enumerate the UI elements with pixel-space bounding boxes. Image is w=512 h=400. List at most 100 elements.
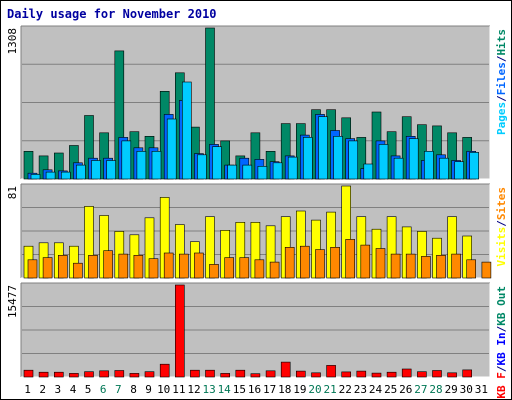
x-tick-label: 13 <box>202 383 215 396</box>
bar-hits-pages-day-15 <box>242 164 253 180</box>
bar-visits-sites-day-2 <box>42 257 53 279</box>
bar-kbytes-kb-f-day-14 <box>220 373 230 378</box>
legend-entry: KB Out <box>495 286 508 326</box>
x-tick-label: 29 <box>445 383 458 396</box>
x-tick-label: 8 <box>130 383 137 396</box>
bar-kbytes-kb-f-day-2 <box>38 371 49 378</box>
bar-kbytes-kb-f-day-17 <box>265 370 276 378</box>
x-tick-label: 6 <box>100 383 107 396</box>
bar-kbytes-kb-f-day-6 <box>99 370 109 378</box>
x-tick-label: 12 <box>187 383 200 396</box>
x-tick-label: 27 <box>414 383 427 396</box>
bar-kbytes-kb-f-day-10 <box>159 363 170 378</box>
legend-hits: Pages/Files/Hits <box>495 29 508 135</box>
bar-visits-sites-day-15 <box>239 257 250 279</box>
bar-kbytes-kb-f-day-5 <box>84 371 94 378</box>
bar-visits-sites-day-8 <box>133 255 144 279</box>
bar-kbytes-kb-f-day-26 <box>401 368 412 378</box>
bar-kbytes-kb-f-day-30 <box>462 369 473 378</box>
bar-visits-sites-day-19 <box>299 245 310 279</box>
legend-entry: / <box>495 325 508 332</box>
bar-hits-pages-day-1 <box>30 174 41 180</box>
bar-visits-sites-day-20 <box>315 249 325 279</box>
x-tick-label: 19 <box>293 383 306 396</box>
x-tick-label: 24 <box>369 383 383 396</box>
bar-hits-pages-day-19 <box>302 137 313 180</box>
bar-hits-pages-day-7 <box>121 140 132 180</box>
x-tick-label: 23 <box>354 383 367 396</box>
legend-entry: Files <box>495 62 508 95</box>
x-tick-label: 5 <box>85 383 92 396</box>
bar-visits-sites-day-12 <box>194 252 204 279</box>
bar-hits-pages-day-13 <box>212 146 222 180</box>
bar-kbytes-kb-f-day-13 <box>205 369 215 378</box>
bar-visits-sites-day-26 <box>405 253 416 279</box>
legend-entry: Hits <box>495 29 508 56</box>
x-tick-label: 7 <box>115 383 122 396</box>
bar-hits-pages-day-4 <box>76 164 86 180</box>
series-sites <box>27 239 492 279</box>
bar-hits-pages-day-17 <box>272 162 283 180</box>
bar-kbytes-kb-f-day-9 <box>144 371 155 378</box>
bar-kbytes-kb-f-day-18 <box>280 361 291 378</box>
x-tick-label: 16 <box>248 383 261 396</box>
bar-visits-sites-day-21 <box>330 247 340 279</box>
bar-hits-pages-day-30 <box>469 152 480 180</box>
bar-visits-sites-day-10 <box>163 252 174 279</box>
chart-panels: 1308Pages/Files/Hits81Visits/Sites15477K… <box>6 25 508 399</box>
legend-kbytes: KB F/KB In/KB Out <box>495 286 508 399</box>
bar-visits-sites-day-3 <box>57 255 68 279</box>
x-tick-label: 17 <box>263 383 276 396</box>
bar-hits-pages-day-6 <box>106 160 116 180</box>
bar-kbytes-kb-f-day-24 <box>371 372 382 378</box>
bar-visits-sites-day-27 <box>421 256 431 279</box>
bar-visits-sites-day-24 <box>375 248 386 279</box>
bar-kbytes-kb-f-day-19 <box>295 370 306 378</box>
bar-kbytes-kb-f-day-23 <box>356 370 367 378</box>
x-tick-label: 26 <box>399 383 412 396</box>
x-tick-label: 20 <box>308 383 321 396</box>
bar-hits-pages-day-8 <box>136 151 147 180</box>
bar-visits-sites-day-13 <box>209 264 219 279</box>
legend-entry: Pages <box>495 102 508 135</box>
bar-visits-sites-day-29 <box>451 253 461 279</box>
x-tick-label: 3 <box>54 383 61 396</box>
bar-visits-sites-day-11 <box>179 253 189 279</box>
bar-visits-sites-day-1 <box>27 259 38 279</box>
x-tick-label: 14 <box>218 383 232 396</box>
bar-visits-sites-day-14 <box>224 257 234 279</box>
legend-entry: / <box>495 95 508 102</box>
bar-visits-sites-day-28 <box>436 255 446 279</box>
x-tick-label: 15 <box>233 383 246 396</box>
series-pages <box>30 81 480 180</box>
bar-hits-pages-day-23 <box>363 163 374 180</box>
bar-hits-pages-day-5 <box>91 160 101 180</box>
series-kb-f <box>23 284 473 378</box>
bar-hits-pages-day-28 <box>439 157 449 180</box>
bar-hits-pages-day-2 <box>45 171 56 180</box>
bar-hits-pages-day-10 <box>166 118 177 180</box>
bar-visits-sites-day-6 <box>103 250 113 279</box>
bar-kbytes-kb-f-day-4 <box>69 373 79 378</box>
legend-entry: Sites <box>495 187 508 220</box>
bar-hits-pages-day-21 <box>333 136 343 180</box>
bar-visits-sites-day-5 <box>88 255 98 279</box>
x-tick-label: 10 <box>157 383 170 396</box>
panel-visits: 81 Visits/Sites <box>6 183 508 279</box>
x-tick-label: 11 <box>172 383 185 396</box>
bar-visits-sites-day-25 <box>390 253 401 279</box>
bar-hits-pages-day-24 <box>378 144 389 180</box>
bar-kbytes-kb-f-day-28 <box>432 370 442 378</box>
bar-hits-pages-day-22 <box>348 140 359 180</box>
bar-visits-sites-day-22 <box>345 239 356 279</box>
bar-hits-pages-day-11 <box>182 81 192 180</box>
bar-hits-pages-day-16 <box>257 166 268 180</box>
bar-kbytes-kb-f-day-20 <box>311 372 321 378</box>
legend-entry: / <box>495 365 508 372</box>
legend-entry: KB F <box>495 372 508 399</box>
bar-visits-sites-day-9 <box>148 258 159 279</box>
bar-kbytes-kb-f-day-3 <box>53 371 64 378</box>
legend-entry: / <box>495 220 508 227</box>
